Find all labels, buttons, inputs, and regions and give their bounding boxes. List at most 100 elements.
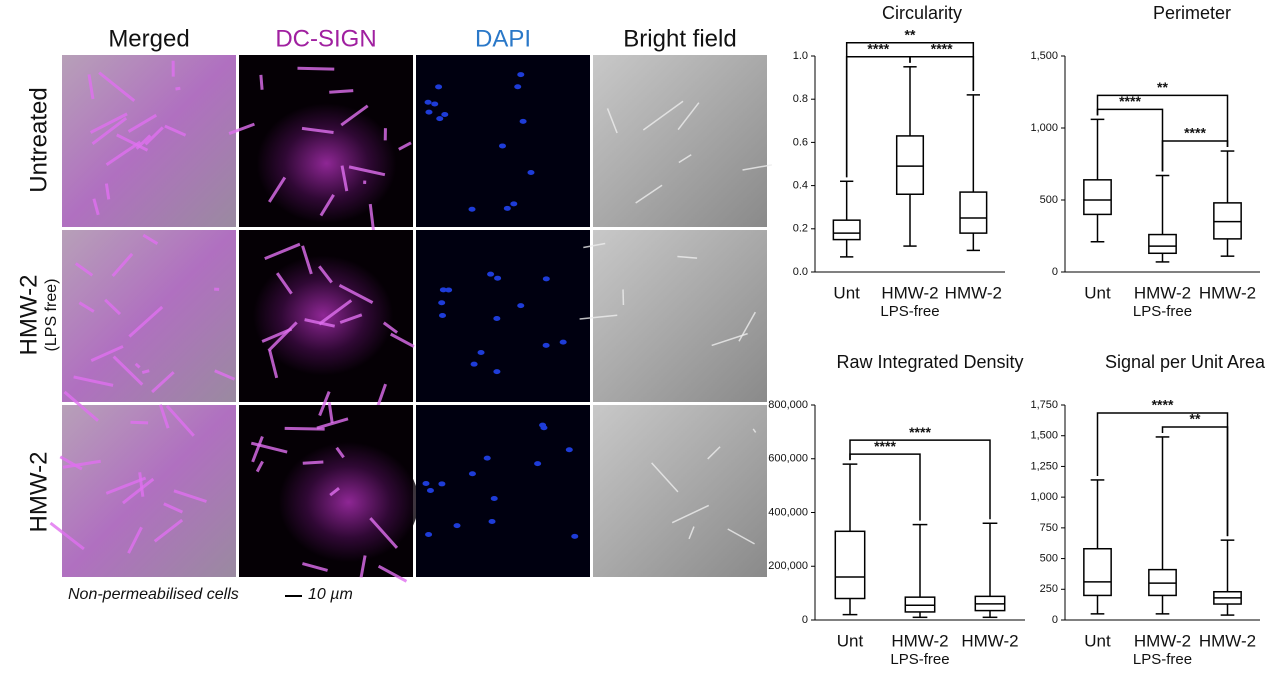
cell — [398, 141, 412, 151]
nucleus — [517, 303, 525, 309]
cell — [268, 349, 279, 379]
nucleus — [542, 276, 550, 282]
row-label: HMW-2 — [25, 452, 52, 533]
cell — [301, 126, 334, 134]
cell — [338, 283, 374, 304]
box — [834, 530, 866, 600]
cell — [301, 245, 313, 275]
cell — [112, 355, 144, 386]
cell — [348, 165, 386, 177]
x-tick-label: HMW-2 — [1199, 283, 1256, 302]
nucleus — [510, 201, 518, 207]
nucleus — [565, 447, 573, 453]
nucleus — [438, 300, 446, 306]
cell — [382, 321, 398, 334]
scale-bar-label: 10 µm — [308, 586, 353, 603]
nucleus — [493, 369, 501, 375]
y-tick-label: 0 — [802, 614, 808, 626]
cell — [752, 428, 757, 433]
cell — [264, 242, 301, 261]
chart-title: Signal per Unit Area — [1105, 352, 1266, 372]
significance-label: **** — [1119, 93, 1141, 109]
cell — [642, 100, 684, 131]
nucleus — [424, 99, 432, 105]
cell — [142, 233, 159, 245]
nucleus — [519, 118, 527, 124]
significance-label: ** — [1157, 79, 1168, 95]
y-tick-label: 0.4 — [793, 180, 808, 192]
cell — [74, 262, 94, 277]
chart-title: Raw Integrated Density — [836, 352, 1023, 372]
significance-bracket — [1161, 426, 1229, 537]
x-tick-label: Unt — [837, 631, 864, 650]
nucleus — [439, 287, 447, 293]
cell — [340, 165, 349, 192]
nucleus — [425, 109, 433, 115]
cell — [677, 255, 698, 259]
cell — [151, 371, 175, 394]
significance-bracket — [1096, 412, 1229, 537]
significance-label: **** — [1152, 397, 1174, 413]
y-tick-label: 600,000 — [768, 453, 808, 465]
cell — [390, 332, 415, 348]
significance-label: **** — [931, 41, 953, 57]
cell — [688, 526, 695, 540]
cell — [319, 194, 335, 217]
nucleus — [503, 205, 511, 211]
chart-title: Circularity — [882, 3, 962, 23]
y-tick-label: 0 — [1052, 614, 1058, 626]
nucleus — [422, 480, 430, 486]
y-tick-label: 0 — [1052, 266, 1058, 278]
cell — [275, 272, 293, 295]
nucleus — [517, 72, 525, 78]
cell — [377, 564, 408, 583]
x-tick-note: LPS-free — [1133, 303, 1192, 320]
nucleus — [438, 312, 446, 318]
cell — [116, 133, 149, 152]
cell — [340, 104, 369, 127]
x-tick-label: Unt — [1084, 283, 1111, 302]
cell — [579, 314, 618, 320]
significance-label: ** — [1190, 411, 1201, 427]
nucleus — [445, 287, 453, 293]
cell — [651, 462, 679, 493]
y-tick-label: 500 — [1040, 194, 1058, 206]
cell — [91, 117, 128, 145]
micrograph — [593, 55, 767, 227]
y-tick-label: 0.2 — [793, 223, 808, 235]
significance-bracket — [909, 56, 975, 91]
chart-title: Perimeter — [1153, 3, 1231, 23]
significance-bracket — [1096, 108, 1164, 172]
cell — [127, 526, 143, 554]
cell — [318, 390, 331, 417]
cell — [214, 369, 236, 381]
micrograph — [593, 405, 767, 577]
y-tick-label: 0.8 — [793, 93, 808, 105]
cell — [316, 417, 349, 430]
signal — [256, 103, 397, 224]
x-tick-label: HMW-2 — [1199, 631, 1256, 650]
box — [1083, 547, 1112, 597]
y-tick-label: 800,000 — [768, 399, 808, 411]
cell — [335, 446, 345, 459]
cell — [250, 441, 288, 454]
cell — [369, 517, 399, 549]
cell — [127, 113, 158, 133]
significance-label: **** — [874, 438, 896, 454]
x-tick-note: LPS-free — [880, 303, 939, 320]
column-label: Bright field — [623, 25, 736, 52]
y-tick-label: 1,750 — [1030, 399, 1058, 411]
nucleus — [487, 271, 495, 277]
cell — [89, 112, 128, 134]
column-label: DC-SIGN — [275, 25, 376, 52]
cell — [63, 390, 99, 422]
cell — [104, 298, 122, 316]
significance-bracket — [849, 439, 991, 520]
significance-label: **** — [1184, 125, 1206, 141]
significance-bracket — [1161, 140, 1229, 172]
cell — [59, 455, 83, 471]
cell — [738, 311, 756, 342]
y-tick-label: 400,000 — [768, 506, 808, 518]
cell — [318, 299, 353, 326]
